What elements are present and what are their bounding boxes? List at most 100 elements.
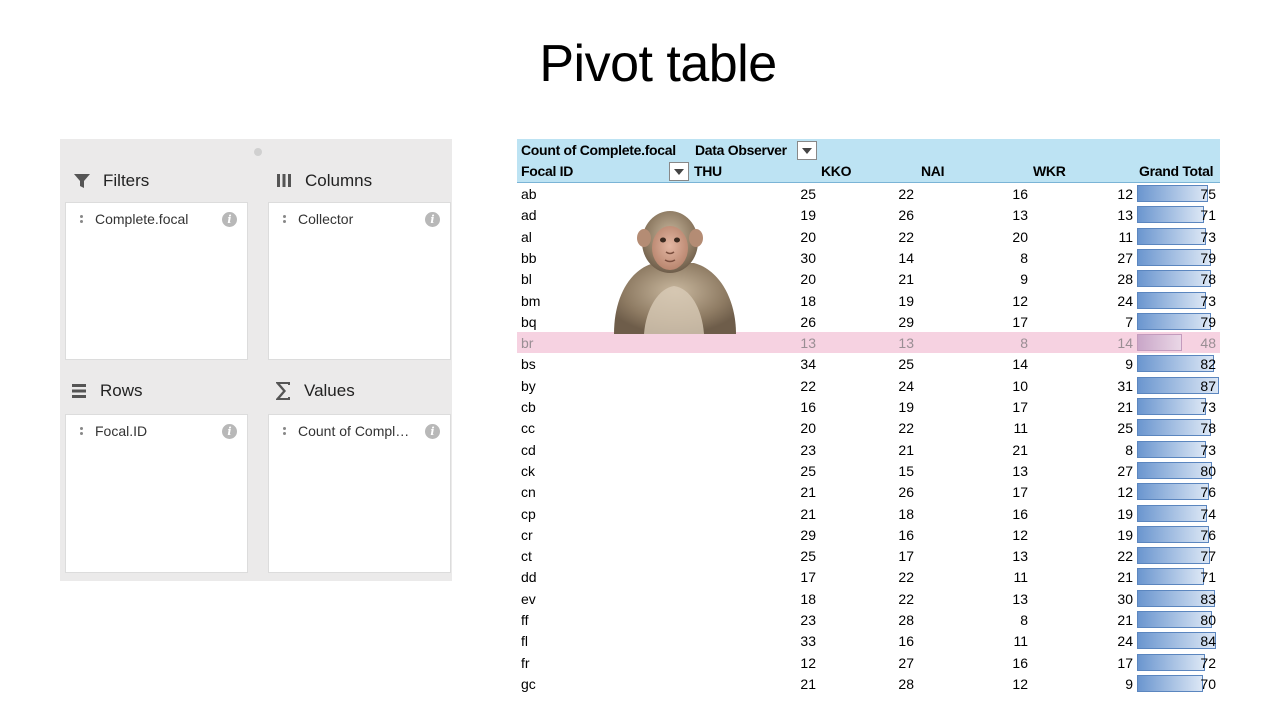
grip-icon[interactable] <box>80 213 88 225</box>
value-cell[interactable]: 26 <box>898 484 914 501</box>
grand-total-cell[interactable]: 83 <box>1200 590 1216 607</box>
value-cell[interactable]: 30 <box>1117 590 1133 607</box>
value-cell[interactable]: 13 <box>1012 462 1028 479</box>
value-cell[interactable]: 30 <box>800 249 816 266</box>
row-field-focal-id[interactable]: Focal.ID i <box>80 421 237 441</box>
value-cell[interactable]: 24 <box>1117 633 1133 650</box>
value-cell[interactable]: 25 <box>800 548 816 565</box>
table-row[interactable]: gc 21 28 12 9 70 <box>517 673 1220 694</box>
column-field-collector[interactable]: Collector i <box>283 209 440 229</box>
table-row[interactable]: al 20 22 20 11 73 <box>517 226 1220 247</box>
value-cell[interactable]: 21 <box>1117 569 1133 586</box>
value-cell[interactable]: 11 <box>1013 569 1028 586</box>
info-icon[interactable]: i <box>222 423 237 439</box>
value-cell[interactable]: 24 <box>898 377 914 394</box>
value-cell[interactable]: 21 <box>1117 612 1133 628</box>
value-cell[interactable]: 19 <box>1117 526 1133 543</box>
grand-total-cell[interactable]: 80 <box>1200 612 1216 628</box>
grand-total-cell[interactable]: 87 <box>1200 377 1216 394</box>
table-row[interactable]: cc 20 22 11 25 78 <box>517 417 1220 438</box>
value-cell[interactable]: 26 <box>898 207 914 224</box>
grand-total-cell[interactable]: 71 <box>1200 207 1216 224</box>
value-cell[interactable]: 13 <box>1012 207 1028 224</box>
row-label-cell[interactable]: ck <box>521 462 535 479</box>
row-label-cell[interactable]: al <box>521 228 532 245</box>
table-row[interactable]: bb 30 14 8 27 79 <box>517 247 1220 268</box>
info-icon[interactable]: i <box>425 423 440 439</box>
filter-field-complete-focal[interactable]: Complete.focal i <box>80 209 237 229</box>
value-cell[interactable]: 12 <box>1117 484 1133 501</box>
grand-total-cell[interactable]: 73 <box>1200 228 1216 245</box>
value-cell[interactable]: 15 <box>898 462 914 479</box>
table-row[interactable]: bq 26 29 17 7 79 <box>517 311 1220 332</box>
value-cell[interactable]: 22 <box>898 186 914 202</box>
table-row[interactable]: dd 17 22 11 21 71 <box>517 566 1220 587</box>
value-cell[interactable]: 11 <box>1013 633 1028 650</box>
row-label-cell[interactable]: cc <box>521 420 535 437</box>
table-row[interactable]: br 13 13 8 14 48 <box>517 332 1220 354</box>
value-cell[interactable]: 21 <box>898 271 914 288</box>
row-label-cell[interactable]: bs <box>521 356 536 373</box>
grand-total-cell[interactable]: 79 <box>1200 313 1216 330</box>
value-cell[interactable]: 8 <box>1020 335 1028 352</box>
grand-total-cell[interactable]: 82 <box>1200 356 1216 373</box>
panel-drag-handle[interactable] <box>254 148 262 156</box>
row-label-cell[interactable]: ab <box>521 186 537 202</box>
value-cell[interactable]: 21 <box>898 441 914 458</box>
value-cell[interactable]: 13 <box>1012 590 1028 607</box>
row-label-cell[interactable]: cn <box>521 484 536 501</box>
value-field-count[interactable]: Count of Compl… i <box>283 421 440 441</box>
value-cell[interactable]: 20 <box>800 228 816 245</box>
value-cell[interactable]: 23 <box>800 441 816 458</box>
grand-total-cell[interactable]: 84 <box>1200 633 1216 650</box>
info-icon[interactable]: i <box>222 211 237 227</box>
grand-total-cell[interactable]: 74 <box>1200 505 1216 522</box>
value-cell[interactable]: 17 <box>898 548 914 565</box>
grand-total-cell[interactable]: 73 <box>1200 399 1216 415</box>
grand-total-cell[interactable]: 80 <box>1200 462 1216 479</box>
value-cell[interactable]: 21 <box>800 675 816 692</box>
value-cell[interactable]: 16 <box>898 526 914 543</box>
row-label-cell[interactable]: br <box>521 335 534 352</box>
value-cell[interactable]: 21 <box>1012 441 1028 458</box>
table-row[interactable]: bs 34 25 14 9 82 <box>517 353 1220 374</box>
value-cell[interactable]: 27 <box>1117 249 1133 266</box>
info-icon[interactable]: i <box>425 211 440 227</box>
value-cell[interactable]: 23 <box>800 612 816 628</box>
value-cell[interactable]: 12 <box>1012 526 1028 543</box>
row-label-cell[interactable]: dd <box>521 569 537 586</box>
value-cell[interactable]: 16 <box>1012 505 1028 522</box>
value-cell[interactable]: 19 <box>898 292 914 309</box>
value-cell[interactable]: 19 <box>898 399 914 415</box>
value-cell[interactable]: 11 <box>1118 228 1133 245</box>
values-area[interactable]: Count of Compl… i <box>268 414 451 573</box>
table-row[interactable]: cn 21 26 17 12 76 <box>517 481 1220 502</box>
value-cell[interactable]: 27 <box>1117 462 1133 479</box>
columns-area[interactable]: Collector i <box>268 202 451 360</box>
row-label-cell[interactable]: by <box>521 377 536 394</box>
value-cell[interactable]: 17 <box>1012 313 1028 330</box>
value-cell[interactable]: 26 <box>800 313 816 330</box>
value-cell[interactable]: 14 <box>1012 356 1028 373</box>
value-cell[interactable]: 25 <box>800 186 816 202</box>
value-cell[interactable]: 17 <box>1012 484 1028 501</box>
grand-total-cell[interactable]: 70 <box>1200 675 1216 692</box>
value-cell[interactable]: 11 <box>1013 420 1028 437</box>
grand-total-cell[interactable]: 73 <box>1200 441 1216 458</box>
grand-total-cell[interactable]: 71 <box>1200 569 1216 586</box>
value-cell[interactable]: 12 <box>1117 186 1133 202</box>
table-row[interactable]: cr 29 16 12 19 76 <box>517 524 1220 545</box>
table-row[interactable]: ck 25 15 13 27 80 <box>517 460 1220 481</box>
value-cell[interactable]: 20 <box>800 420 816 437</box>
grip-icon[interactable] <box>80 425 88 437</box>
value-cell[interactable]: 28 <box>898 675 914 692</box>
value-cell[interactable]: 17 <box>1117 654 1133 671</box>
table-row[interactable]: ab 25 22 16 12 75 <box>517 183 1220 204</box>
row-label-cell[interactable]: cp <box>521 505 536 522</box>
value-cell[interactable]: 13 <box>1012 548 1028 565</box>
value-cell[interactable]: 8 <box>1020 249 1028 266</box>
value-cell[interactable]: 27 <box>898 654 914 671</box>
table-row[interactable]: cp 21 18 16 19 74 <box>517 503 1220 524</box>
table-row[interactable]: cd 23 21 21 8 73 <box>517 439 1220 460</box>
row-label-cell[interactable]: bb <box>521 249 537 266</box>
